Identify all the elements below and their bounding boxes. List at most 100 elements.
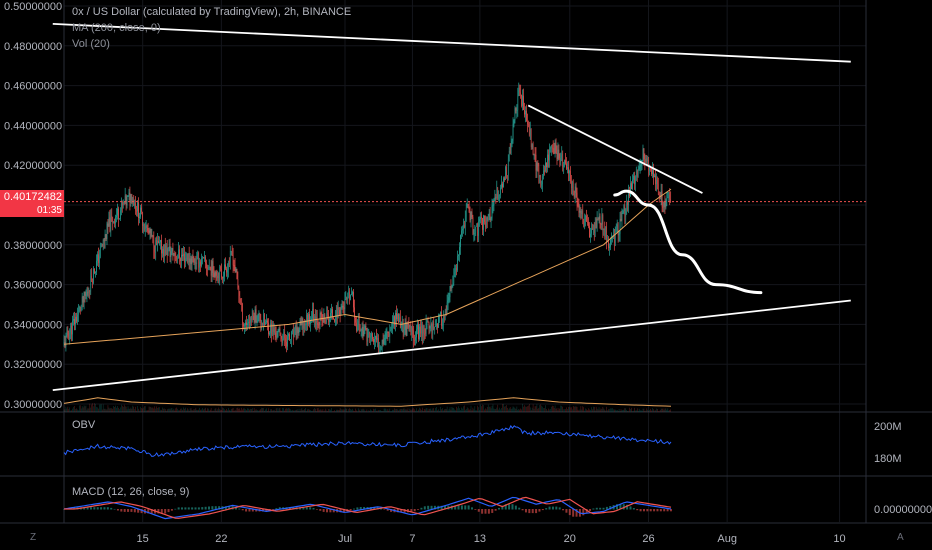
candle-body: [120, 210, 121, 219]
volume-bar: [533, 408, 535, 412]
volume-bar: [76, 408, 77, 412]
candle-body: [607, 241, 608, 243]
volume-bar: [651, 410, 652, 412]
candle-body: [580, 211, 582, 215]
candle-body: [95, 271, 96, 273]
volume-bar: [79, 405, 81, 412]
macd-histogram-bar: [602, 507, 605, 510]
candle-body: [304, 322, 306, 326]
volume-bar: [380, 410, 382, 412]
volume-bar: [110, 408, 112, 412]
volume-bar: [348, 409, 349, 412]
candle-body: [609, 246, 610, 248]
candle-body: [218, 272, 220, 281]
candle-body: [544, 170, 545, 172]
candle-body: [503, 178, 504, 188]
candle-body: [390, 329, 392, 331]
candle-body: [126, 196, 128, 206]
candle-body: [523, 95, 524, 111]
candle-body: [409, 326, 411, 328]
candle-body: [510, 143, 512, 154]
volume-bar: [225, 410, 226, 412]
macd-histogram-bar: [204, 506, 207, 510]
volume-bar: [374, 409, 375, 412]
candle-body: [565, 160, 566, 164]
candle-body: [583, 223, 585, 227]
candle-body: [71, 325, 72, 335]
volume-bar: [364, 410, 366, 412]
candle-body: [98, 254, 99, 263]
volume-bar: [143, 406, 145, 412]
candle-body: [313, 309, 314, 322]
volume-bar: [488, 406, 490, 412]
volume-bar: [553, 407, 555, 412]
volume-bar: [263, 408, 264, 412]
volume-bar: [642, 408, 644, 412]
volume-bar: [392, 409, 393, 412]
candle-body: [334, 319, 335, 322]
candle-body: [615, 226, 617, 232]
macd-histogram-bar: [548, 506, 551, 510]
candle-body: [129, 192, 131, 203]
volume-bar: [598, 407, 600, 412]
macd-histogram-bar: [481, 509, 484, 514]
volume-bar: [64, 409, 66, 412]
volume-bar: [459, 408, 460, 412]
candle-body: [442, 324, 443, 326]
candle-body: [181, 254, 182, 261]
candle-body: [485, 221, 486, 228]
macd-histogram-bar: [181, 507, 184, 510]
volume-bar: [365, 411, 367, 412]
candle-body: [658, 192, 660, 196]
candle-body: [528, 124, 530, 135]
volume-bar: [314, 408, 316, 412]
candle-body: [286, 341, 287, 347]
candle-body: [657, 183, 659, 193]
volume-bar: [630, 409, 631, 412]
candle-body: [587, 221, 588, 223]
volume-bar: [409, 408, 411, 412]
auto-scale-icon[interactable]: A: [897, 532, 904, 543]
candle-body: [504, 178, 505, 181]
candle-body: [595, 221, 597, 228]
candle-body: [264, 314, 265, 325]
candle-body: [241, 303, 242, 305]
volume-bar: [313, 409, 314, 412]
candle-body: [569, 170, 570, 174]
candle-body: [634, 175, 635, 185]
volume-bar: [592, 409, 593, 412]
volume-bar: [362, 408, 364, 412]
volume-bar: [185, 407, 186, 412]
candle-body: [189, 258, 191, 263]
volume-bar: [431, 410, 433, 412]
volume-bar: [100, 404, 102, 412]
volume-bar: [614, 409, 615, 412]
volume-bar: [507, 407, 508, 412]
candle-body: [649, 167, 650, 171]
candle-body: [500, 187, 501, 195]
candle-body: [484, 215, 485, 222]
volume-bar: [148, 406, 150, 412]
candle-body: [524, 110, 525, 115]
volume-bar: [634, 407, 635, 412]
candle-body: [599, 216, 601, 224]
volume-bar: [164, 408, 165, 412]
candle-body: [375, 336, 376, 339]
ma-line: [63, 188, 672, 345]
volume-bar: [188, 410, 190, 412]
candle-body: [215, 272, 217, 276]
candle-body: [311, 318, 312, 321]
volume-bar: [192, 410, 194, 412]
candle-body: [68, 336, 70, 340]
macd-histogram-bar: [477, 509, 480, 512]
volume-bar: [490, 408, 492, 412]
zoom-toggle-icon[interactable]: Z: [30, 532, 37, 543]
candle-body: [310, 320, 311, 325]
candle-body: [200, 261, 201, 266]
volume-bar: [611, 408, 612, 412]
volume-bar: [495, 409, 497, 412]
candle-body: [362, 327, 364, 337]
volume-bar: [650, 408, 651, 412]
volume-bar: [397, 409, 398, 412]
